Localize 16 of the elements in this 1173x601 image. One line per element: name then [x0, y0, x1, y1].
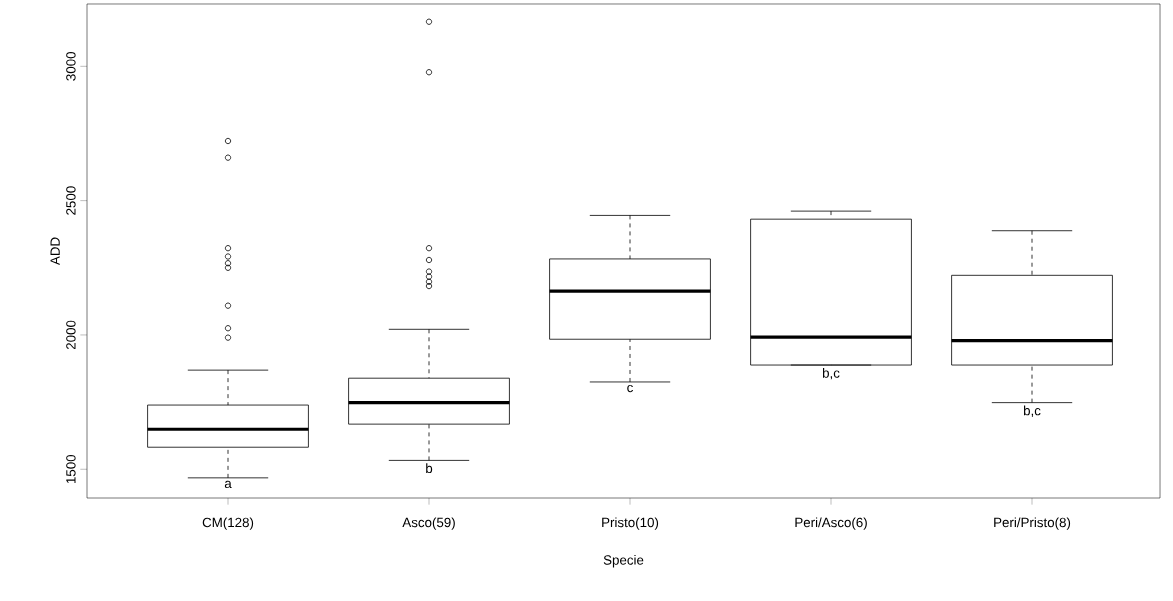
y-tick-label: 3000 [66, 52, 76, 81]
annotation: a [224, 480, 232, 489]
x-tick-label: CM(128) [202, 517, 254, 530]
y-tick-label: 2500 [66, 186, 76, 215]
annotation: c [627, 384, 633, 393]
x-tick-label: Peri/Pristo(8) [994, 517, 1071, 530]
x-tick-label: Peri/Asco(6) [795, 517, 867, 530]
annotation: b,c [822, 367, 840, 380]
x-axis-title: Specie [603, 554, 644, 568]
y-axis-title: ADD [50, 237, 60, 266]
y-tick-label: 2000 [66, 320, 76, 350]
annotation: b,c [1023, 405, 1041, 417]
x-tick-label: Asco(59) [402, 517, 455, 530]
annotation: b [426, 463, 433, 474]
x-tick-label: Pristo(10) [602, 517, 659, 530]
y-tick-label: 1500 [66, 454, 76, 484]
